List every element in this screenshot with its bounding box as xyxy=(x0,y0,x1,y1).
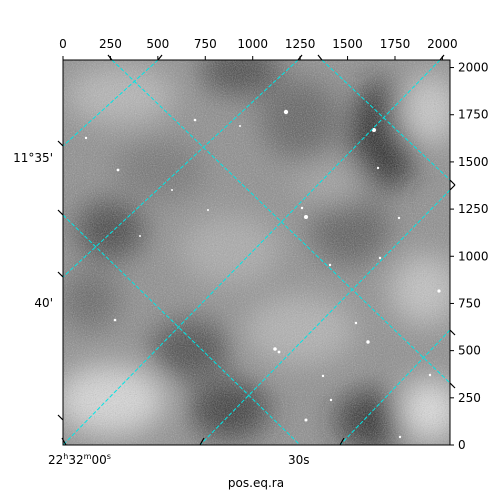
ra-grid-line xyxy=(63,60,299,278)
ra-tick xyxy=(339,437,345,446)
plot-frame xyxy=(62,59,451,446)
dec-tick xyxy=(449,382,456,389)
x-pixel-tick-label: 500 xyxy=(146,37,169,51)
coordinate-grid xyxy=(63,60,450,445)
ra-grid-line xyxy=(339,329,450,445)
ra-tick xyxy=(317,54,323,61)
y-pixel-tick-label: 1000 xyxy=(458,249,489,263)
dec-tick xyxy=(449,179,456,186)
y-pixel-tick-label: 1750 xyxy=(458,108,489,122)
ra-tick xyxy=(449,329,456,336)
ra-tick xyxy=(449,184,456,191)
dec-grid-line xyxy=(63,214,301,445)
ra-tick xyxy=(439,54,445,61)
x-pixel-tick-label: 2000 xyxy=(427,37,458,51)
x-pixel-tick-label: 0 xyxy=(59,37,67,51)
y-pixel-tick-label: 250 xyxy=(458,391,481,405)
x-pixel-tick-label: 1500 xyxy=(332,37,363,51)
x-pixel-tick-label: 1750 xyxy=(380,37,411,51)
y-pixel-tick-label: 2000 xyxy=(458,61,489,75)
ra-grid-line xyxy=(199,189,450,445)
pixel-axis-tick-labels: 0 250 500 750 1000 1250 1500 1750 2000 0 250 500 750… xyxy=(59,37,488,452)
dec-tick xyxy=(57,414,64,421)
x-axis-title: pos.eq.ra xyxy=(228,476,284,490)
y-pixel-tick-label: 0 xyxy=(458,438,466,452)
x-pixel-tick-label: 1000 xyxy=(237,37,268,51)
y-pixel-tick-label: 1250 xyxy=(458,202,489,216)
dec-tick-label: 40' xyxy=(34,296,53,310)
dec-tick xyxy=(57,140,64,147)
dec-tick-label: 11°35' xyxy=(13,151,53,165)
ra-tick xyxy=(297,54,303,61)
sky-image xyxy=(63,60,450,445)
ra-tick xyxy=(61,437,67,446)
ra-tick-label: 22h32m00s xyxy=(48,452,111,467)
x-pixel-tick-label: 250 xyxy=(99,37,122,51)
y-pixel-tick-label: 500 xyxy=(458,344,481,358)
ra-tick xyxy=(107,54,113,61)
y-pixel-tick-label: 1500 xyxy=(458,155,489,169)
dec-tick xyxy=(57,271,64,278)
world-axis-ticks xyxy=(57,54,456,446)
dec-grid-line xyxy=(321,60,450,181)
ra-tick xyxy=(157,54,163,61)
x-pixel-tick-label: 750 xyxy=(194,37,217,51)
ra-tick xyxy=(199,437,205,446)
y-pixel-tick-label: 750 xyxy=(458,296,481,310)
ra-tick-label: 30s xyxy=(288,453,310,467)
dec-tick xyxy=(57,209,64,216)
x-pixel-tick-label: 1250 xyxy=(285,37,316,51)
ra-grid-line xyxy=(63,60,159,147)
